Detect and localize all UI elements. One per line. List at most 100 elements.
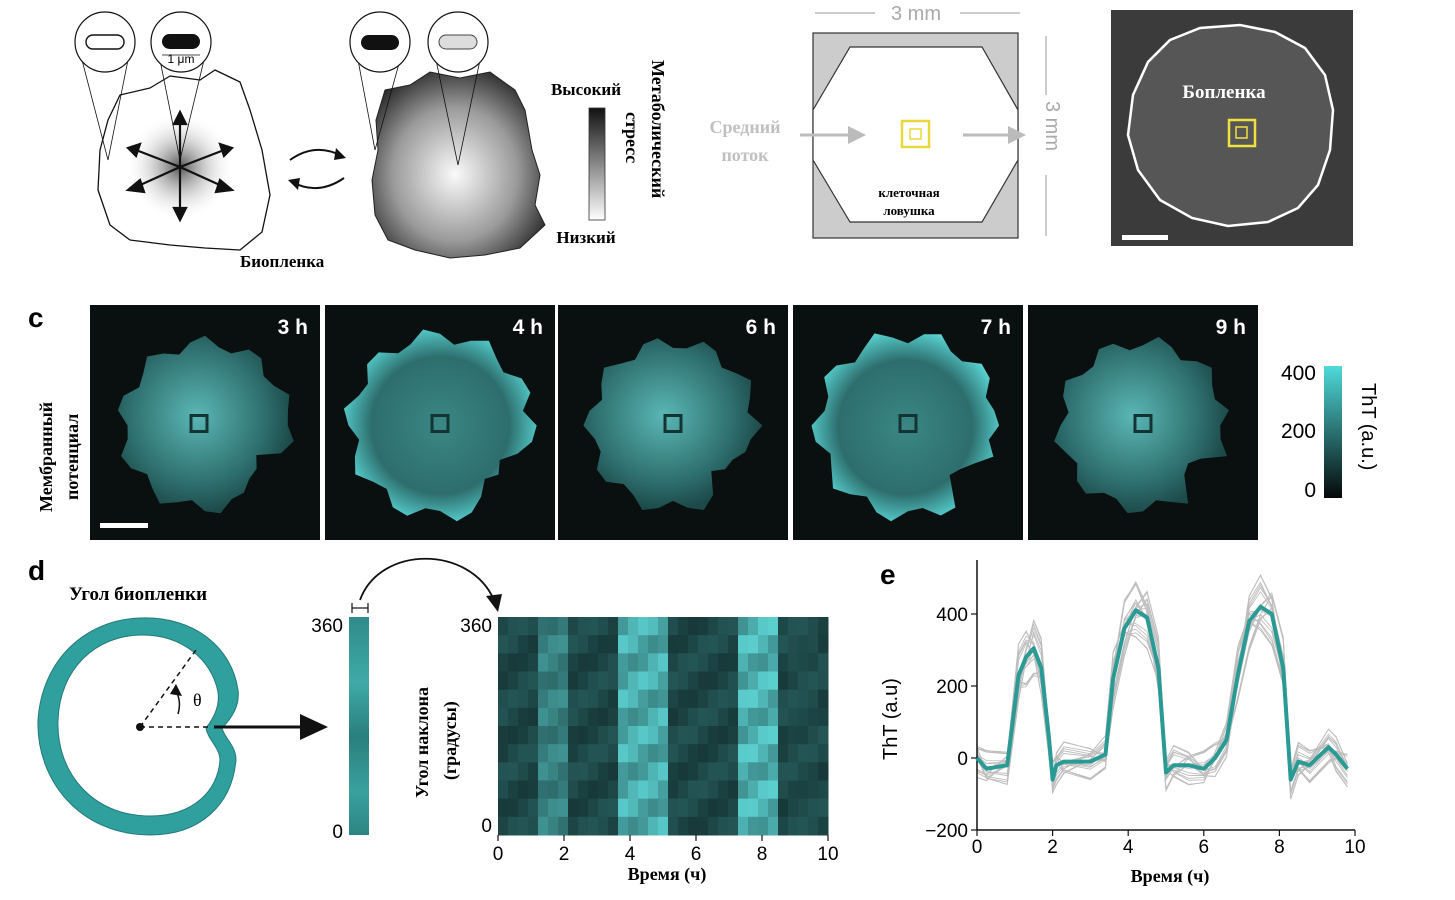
kymo-cell	[818, 671, 829, 691]
kymo-cell	[588, 689, 599, 709]
kymo-cell	[618, 798, 629, 818]
kymo-cell	[798, 707, 809, 727]
kymo-cell	[508, 780, 519, 800]
kymo-cell	[648, 671, 659, 691]
kymo-cell	[668, 744, 679, 763]
kymo-cell	[788, 762, 799, 781]
kymo-cell	[718, 635, 729, 654]
kymo-cell	[568, 617, 579, 636]
kymo-cell	[728, 653, 739, 672]
kymo-cell	[658, 707, 669, 727]
kymo-cell	[538, 635, 549, 654]
kymo-cell	[768, 617, 779, 636]
kymo-cell	[808, 744, 819, 763]
kymo-cell	[608, 780, 619, 800]
kymo-cell	[718, 816, 729, 836]
kymo-cell	[588, 707, 599, 727]
kymo-cell	[608, 798, 619, 818]
kymo-cell	[638, 798, 649, 818]
kymo-xtick-label: 2	[559, 844, 570, 865]
kymo-cell	[538, 816, 549, 836]
frame-time-2: 4 h	[513, 316, 543, 339]
kymo-cell	[628, 744, 639, 763]
kymo-cell	[638, 744, 649, 763]
exchange-arrowhead-top	[334, 148, 346, 160]
kymo-cell	[718, 744, 729, 763]
kymo-cell	[548, 653, 559, 672]
kymo-cell	[498, 816, 509, 836]
kymo-cell	[698, 726, 709, 745]
kymo-ytick-bottom: 0	[481, 816, 492, 837]
kymo-cell	[728, 671, 739, 691]
kymo-cell	[518, 762, 529, 781]
kymo-cell	[608, 635, 619, 654]
kymo-cell	[758, 762, 769, 781]
kymo-cell	[648, 798, 659, 818]
kymo-cell	[638, 653, 649, 672]
kymo-cell	[708, 617, 719, 636]
kymo-cell	[548, 617, 559, 636]
kymo-cell	[818, 780, 829, 800]
kymo-cell	[588, 671, 599, 691]
kymo-cell	[668, 671, 679, 691]
kymo-ytick-top: 360	[460, 616, 492, 637]
mean-trace	[975, 604, 1349, 782]
kymo-cell	[688, 707, 699, 727]
kymo-cell	[638, 762, 649, 781]
kymo-cell	[578, 762, 589, 781]
cell-trap	[900, 119, 931, 149]
kymo-cell	[618, 653, 629, 672]
kymo-cell	[578, 689, 589, 709]
kymo-cell	[558, 726, 569, 745]
kymo-cell	[628, 762, 639, 781]
kymo-cell	[498, 671, 509, 691]
diffusion-arrows	[125, 109, 235, 223]
trap-label-2: ловушка	[883, 203, 935, 218]
kymo-cell	[818, 816, 829, 836]
kymo-cell	[738, 816, 749, 836]
kymo-cell	[498, 689, 509, 709]
kymo-cell	[628, 689, 639, 709]
kymo-cell	[698, 635, 709, 654]
kymo-cell	[718, 671, 729, 691]
kymo-cell	[608, 762, 619, 781]
kymo-cell	[658, 653, 669, 672]
frame-trap-5	[1133, 414, 1153, 433]
angle-line	[139, 649, 197, 728]
kymo-cell	[708, 653, 719, 672]
frame-trap-2	[430, 414, 450, 433]
kymo-cell	[688, 689, 699, 709]
kymo-cell	[548, 816, 559, 836]
kymo-cell	[798, 744, 809, 763]
kymo-cell	[748, 816, 759, 836]
kymo-cell	[588, 617, 599, 636]
individual-trace	[976, 574, 1348, 791]
kymo-cell	[638, 689, 649, 709]
tht-tick-400: 400	[1281, 362, 1316, 385]
kymo-cell	[788, 671, 799, 691]
kymo-cell	[758, 798, 769, 818]
kymo-cell	[758, 635, 769, 654]
strip-to-kymo-arrow	[359, 558, 495, 601]
kymo-cell	[508, 744, 519, 763]
kymo-cell	[748, 671, 759, 691]
kymo-cell	[668, 798, 679, 818]
strip-tick-top: 360	[311, 616, 343, 637]
kymo-cell	[668, 726, 679, 745]
frame-trap-3	[663, 414, 683, 433]
kymo-cell	[518, 816, 529, 836]
kymo-cell	[698, 816, 709, 836]
kymo-cell	[618, 816, 629, 836]
kymo-xtick-label: 6	[691, 844, 702, 865]
kymo-cell	[678, 707, 689, 727]
kymo-cell	[558, 744, 569, 763]
kymo-cell	[758, 653, 769, 672]
kymo-cell	[628, 617, 639, 636]
kymo-cell	[788, 780, 799, 800]
kymo-cell	[718, 653, 729, 672]
kymo-cell	[818, 798, 829, 818]
kymo-cell	[578, 744, 589, 763]
stressed-biofilm	[371, 71, 546, 259]
kymo-cell	[768, 726, 779, 745]
